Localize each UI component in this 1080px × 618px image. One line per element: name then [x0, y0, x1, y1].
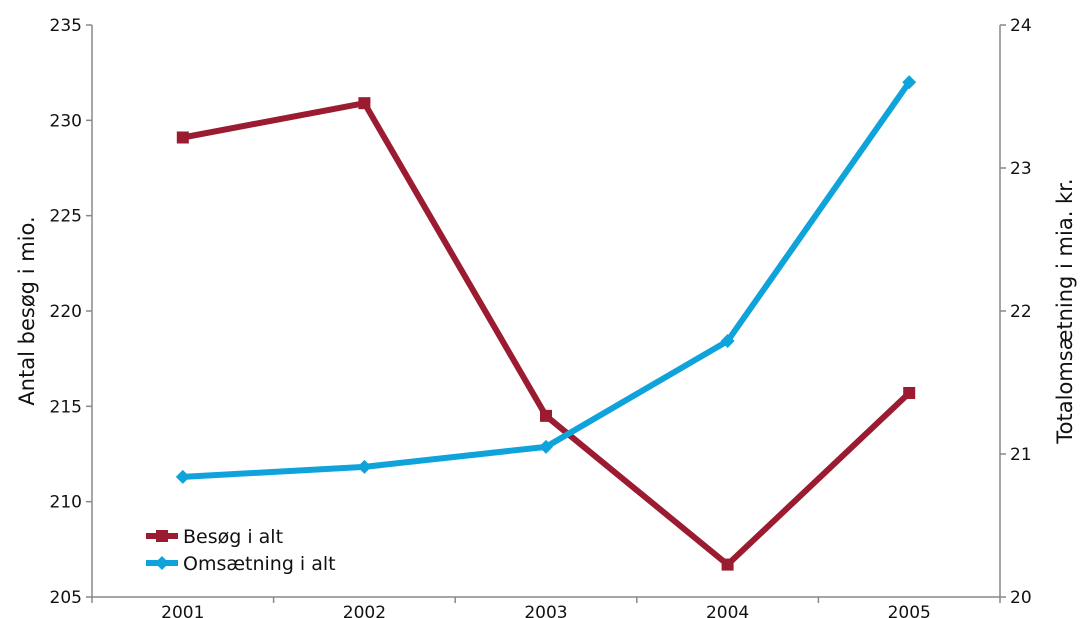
right-tick-label: 24	[1010, 16, 1032, 36]
data-point-2	[902, 75, 917, 90]
x-tick-label: 2004	[706, 603, 749, 618]
right-tick-label: 22	[1010, 302, 1032, 322]
data-point-1	[903, 386, 916, 399]
data-point-2	[175, 469, 190, 484]
data-point-1	[540, 409, 552, 422]
y-right-axis-title: Totalomsætning i mia. kr.	[1053, 178, 1077, 444]
left-tick-label: 210	[50, 493, 82, 513]
data-point-2	[539, 439, 553, 454]
data-point-1	[721, 558, 734, 571]
left-tick-label: 205	[50, 588, 82, 608]
left-tick-label: 225	[50, 207, 82, 227]
legend-label-omsaetning: Omsætning i alt	[183, 553, 336, 575]
series-layer	[175, 75, 917, 571]
data-point-1	[176, 131, 189, 144]
legend-item-besog: Besøg i alt	[146, 526, 283, 548]
legend-item-omsaetning: Omsætning i alt	[146, 553, 336, 575]
right-tick-label: 21	[1010, 445, 1032, 465]
left-tick-label: 220	[50, 302, 82, 322]
left-tick-label: 230	[50, 111, 82, 131]
y-left-axis-title: Antal besøg i mio.	[15, 216, 39, 405]
right-tick-label: 23	[1010, 159, 1032, 179]
data-point-1	[358, 97, 371, 110]
x-tick-label: 2005	[888, 603, 931, 618]
legend: Besøg i alt Omsætning i alt	[146, 526, 336, 575]
legend-label-besog: Besøg i alt	[183, 526, 283, 548]
legend-marker-besog	[156, 530, 168, 542]
left-tick-label: 235	[50, 16, 82, 36]
data-point-2	[720, 334, 735, 349]
right-axis-ticks: 20 21 22 23 24	[1000, 16, 1032, 608]
data-point-2	[357, 459, 372, 474]
legend-marker-omsaetning	[155, 556, 169, 570]
x-tick-label: 2002	[343, 603, 386, 618]
x-tick-label: 2003	[524, 603, 567, 618]
right-tick-label: 20	[1010, 588, 1032, 608]
series-line-1	[179, 100, 913, 568]
x-tick-label: 2001	[161, 603, 204, 618]
x-axis-ticks: 2001 2002 2003 2004 2005	[91, 597, 1001, 618]
left-tick-label: 215	[50, 397, 82, 417]
left-axis-ticks: 205 210 215 220 225 230 235	[50, 16, 92, 608]
plot-axes	[91, 25, 1001, 598]
